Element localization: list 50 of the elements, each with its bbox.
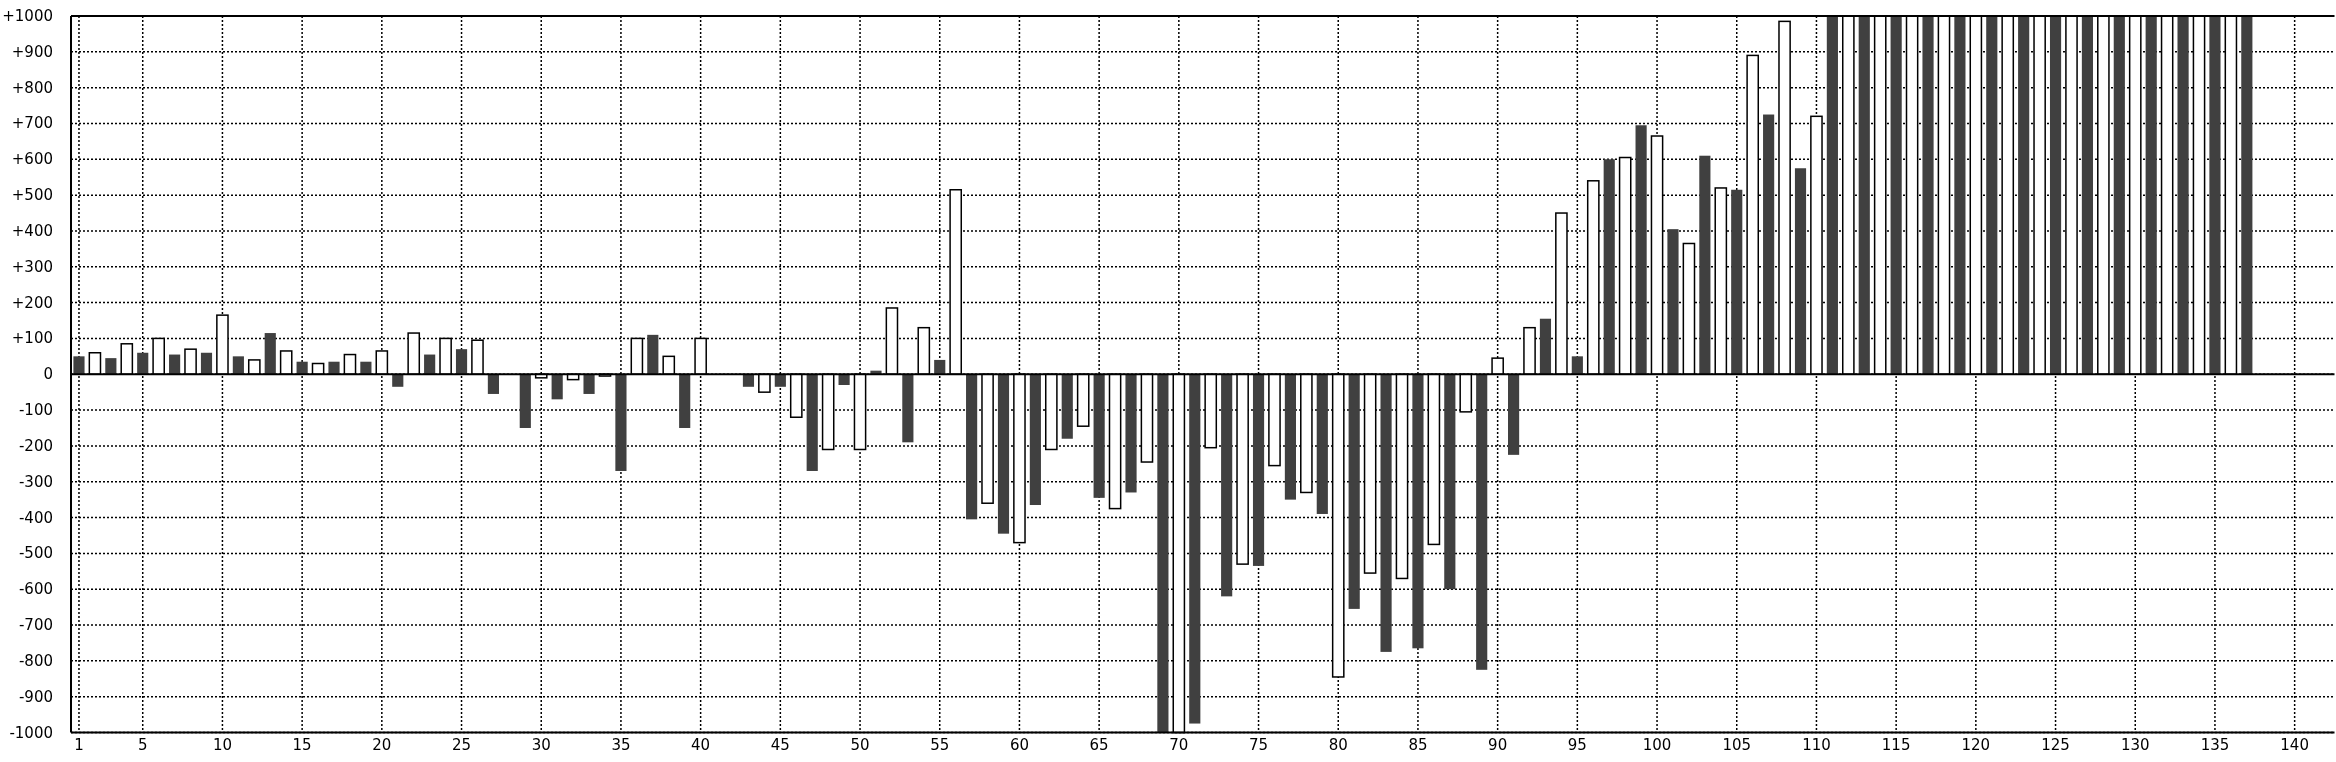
y-tick-label: -800 — [18, 651, 53, 670]
x-tick-label: 135 — [2200, 736, 2230, 754]
x-tick-label: 120 — [1961, 736, 1991, 754]
y-tick-label: -1000 — [9, 723, 53, 742]
y-tick-label: +400 — [11, 221, 53, 240]
x-tick-label: 20 — [372, 736, 392, 754]
y-tick-label: -200 — [18, 436, 53, 455]
y-tick-label: +1000 — [2, 7, 53, 25]
y-tick-label: 0 — [43, 365, 53, 384]
y-tick-label: -600 — [18, 580, 53, 599]
y-tick-label: -300 — [18, 472, 53, 491]
y-tick-label: -100 — [18, 401, 53, 420]
x-tick-label: 115 — [1881, 736, 1911, 754]
y-tick-label: -400 — [18, 508, 53, 527]
x-tick-label: 10 — [212, 736, 232, 754]
x-tick-label: 125 — [2041, 736, 2070, 754]
x-tick-label: 85 — [1408, 736, 1428, 754]
x-tick-label: 35 — [611, 736, 631, 754]
x-tick-label: 100 — [1642, 736, 1672, 754]
y-tick-label: +500 — [11, 186, 53, 205]
y-tick-label: -900 — [18, 687, 53, 706]
x-tick-label: 1 — [74, 736, 84, 754]
x-tick-label: 130 — [2120, 736, 2150, 754]
x-tick-label: 140 — [2280, 736, 2309, 754]
y-tick-label: +100 — [11, 329, 53, 348]
x-tick-label: 70 — [1169, 736, 1189, 754]
x-tick-label: 25 — [451, 736, 472, 754]
x-tick-label: 90 — [1488, 736, 1508, 754]
x-tick-label: 30 — [531, 736, 551, 754]
y-tick-label: +900 — [11, 42, 53, 61]
x-tick-label: 45 — [770, 736, 790, 754]
x-tick-label: 50 — [850, 736, 870, 754]
x-tick-label: 95 — [1567, 736, 1587, 754]
x-tick-label: 60 — [1009, 736, 1029, 754]
x-tick-label: 65 — [1089, 736, 1109, 754]
x-tick-label: 75 — [1248, 736, 1269, 754]
y-tick-label: +200 — [11, 293, 53, 312]
y-tick-label: +600 — [11, 150, 53, 169]
x-tick-label: 110 — [1802, 736, 1831, 754]
y-tick-label: +300 — [11, 257, 53, 276]
x-tick-label: 80 — [1328, 736, 1348, 754]
y-tick-label: -700 — [18, 616, 53, 635]
x-tick-label: 5 — [137, 736, 148, 754]
x-tick-label: 55 — [930, 736, 950, 754]
x-tick-label: 105 — [1722, 736, 1752, 754]
x-tick-label: 40 — [691, 736, 711, 754]
y-tick-label: +800 — [11, 78, 53, 97]
x-tick-label: 15 — [292, 736, 312, 754]
y-tick-label: -500 — [18, 544, 53, 563]
y-tick-label: +700 — [11, 114, 53, 133]
